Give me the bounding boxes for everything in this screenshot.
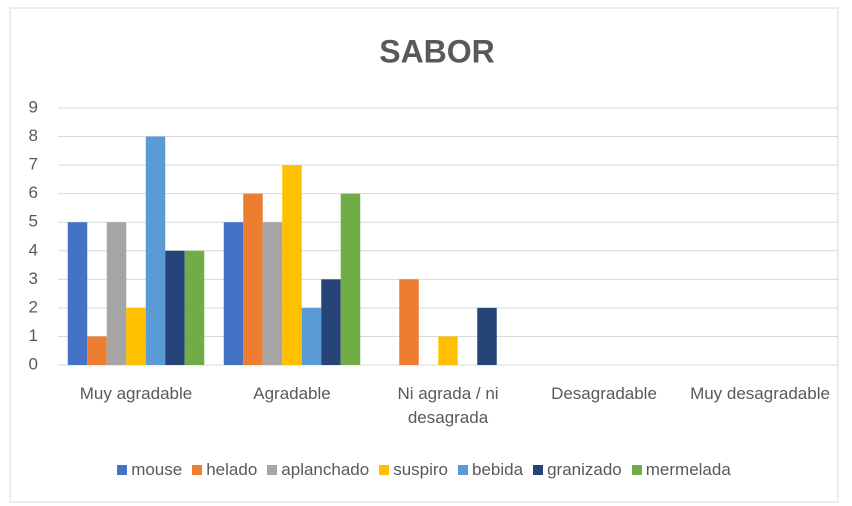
legend-item: mermelada [631, 460, 731, 480]
bar [243, 193, 263, 365]
bar [438, 336, 458, 365]
legend-swatch [267, 465, 278, 475]
bar [184, 250, 205, 365]
bar [126, 307, 146, 365]
legend-swatch [533, 465, 544, 475]
bar [223, 222, 244, 365]
legend-swatch [631, 465, 642, 475]
x-tick-label: Desagradable [551, 384, 657, 403]
bar [340, 193, 361, 365]
legend-label: suspiro [393, 460, 449, 479]
x-tick-label: Ni agrada / ni desagrada [397, 384, 499, 427]
x-tick-label: Muy agradable [79, 384, 193, 403]
legend-swatch [117, 465, 128, 475]
y-tick-label: 5 [29, 212, 38, 231]
y-tick-label: 4 [29, 240, 38, 259]
bar [399, 279, 419, 365]
y-tick-label: 1 [29, 326, 38, 345]
bar [262, 222, 283, 365]
bar [301, 307, 322, 365]
legend-item: bebida [458, 460, 523, 480]
y-tick-label: 7 [29, 155, 38, 174]
bar [87, 336, 107, 365]
legend-label: aplanchado [281, 460, 370, 479]
y-tick-label: 6 [29, 183, 38, 202]
legend: mouse helado aplanchado suspiro bebida graniz… [10, 460, 838, 480]
legend-item: mouse [117, 460, 182, 480]
y-tick-label: 8 [29, 126, 38, 145]
bar [282, 165, 302, 365]
bar [321, 279, 341, 365]
chart-title: SABOR [379, 33, 495, 69]
legend-label: mermelada [645, 460, 731, 479]
bar [477, 307, 497, 365]
legend-label: helado [206, 460, 258, 479]
x-tick-label: Agradable [253, 384, 331, 403]
bar [145, 136, 166, 365]
legend-swatch [192, 465, 203, 475]
legend-swatch [379, 465, 390, 475]
legend-item: suspiro [379, 460, 448, 480]
legend-label: bebida [472, 460, 524, 479]
y-tick-label: 9 [29, 97, 38, 116]
legend-swatch [458, 465, 469, 475]
bar [106, 222, 127, 365]
legend-label: granizado [547, 460, 622, 479]
legend-item: granizado [533, 460, 622, 480]
y-tick-label: 0 [29, 354, 38, 373]
legend-item: helado [192, 460, 257, 480]
bar [67, 222, 88, 365]
legend-label: mouse [131, 460, 183, 479]
legend-item: aplanchado [267, 460, 369, 480]
y-tick-label: 3 [29, 269, 38, 288]
bar [165, 250, 185, 365]
x-tick-label: Muy desagradable [690, 384, 830, 403]
y-tick-label: 2 [29, 297, 38, 316]
